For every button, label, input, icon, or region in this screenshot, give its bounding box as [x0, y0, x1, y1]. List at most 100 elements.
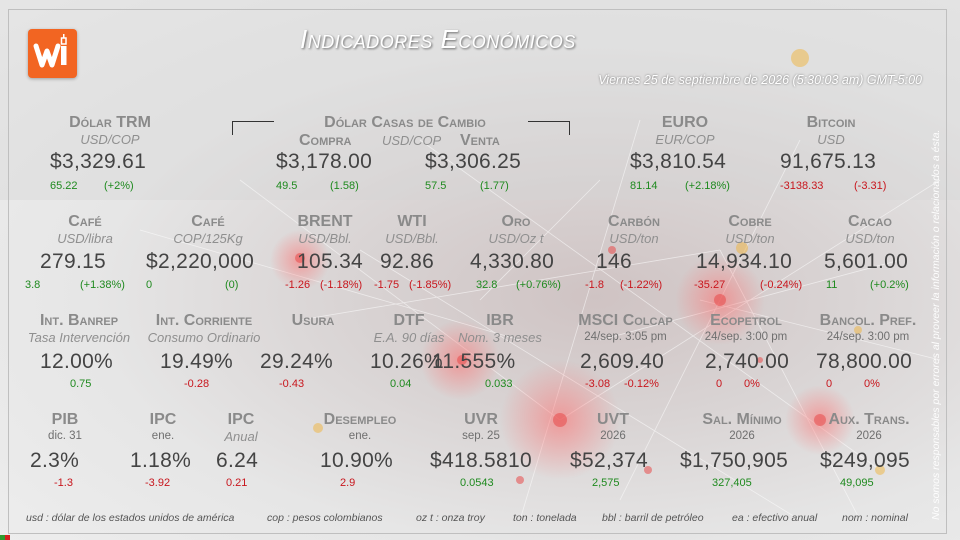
uvt-value: $52,374 — [570, 449, 649, 472]
dtf-label: DTF — [393, 312, 425, 329]
cafe-usd-unit: USD/libra — [57, 231, 113, 246]
uvr-header: UVR sep. 25 — [448, 411, 514, 443]
bancol-time: 24/sep. 3:00 pm — [826, 331, 910, 343]
corriente-value: 19.49% — [160, 350, 234, 373]
banrep-header: Int. Banrep Tasa Intervención — [24, 312, 134, 345]
euro-change: 81.14 — [630, 180, 658, 192]
compra-value: $3,178.00 — [276, 150, 373, 173]
footer-note-ozt: oz t : onza troy — [416, 512, 485, 524]
brent-change: -1.26 — [285, 279, 311, 291]
euro-unit: EUR/COP — [655, 132, 715, 147]
salmin-header: Sal. Mínimo 2026 — [684, 411, 800, 443]
wti-label: WTI — [397, 213, 427, 230]
cobre-pct: (-0.24%) — [760, 279, 803, 291]
ipc-change: -3.92 — [145, 477, 171, 489]
euro-label: EURO — [661, 114, 709, 131]
bancol-pct: 0% — [864, 378, 880, 390]
uvr-label: UVR — [464, 411, 498, 428]
panel-border — [8, 9, 947, 534]
desempleo-header: Desempleo ene. — [310, 411, 410, 443]
banrep-unit: Tasa Intervención — [27, 330, 131, 345]
oro-header: Oro USD/Oz t — [476, 213, 556, 246]
bitcoin-change: -3138.33 — [780, 180, 824, 192]
ipc-value: 1.18% — [130, 449, 192, 472]
wti-unit: USD/Bbl. — [385, 231, 439, 246]
pib-header: PIB dic. 31 — [40, 411, 90, 443]
carbon-unit: USD/ton — [609, 231, 659, 246]
desempleo-label: Desempleo — [323, 411, 397, 428]
usura-value: 29.24% — [260, 350, 334, 373]
desempleo-change: 2.9 — [340, 477, 356, 489]
brent-unit: USD/Bbl. — [298, 231, 352, 246]
brand-logo — [28, 29, 77, 78]
casas-label: Dólar Casas de Cambio — [324, 114, 486, 131]
dtf-value: 10.26% — [370, 350, 444, 373]
casas-bracket-right — [528, 121, 570, 135]
desempleo-period: ene. — [348, 430, 372, 442]
ibr-value: 11.555% — [432, 350, 516, 373]
banrep-label: Int. Banrep — [39, 312, 119, 329]
banrep-change: 0.75 — [70, 378, 92, 390]
cafe-usd-change: 3.8 — [25, 279, 41, 291]
trm-unit: USD/COP — [80, 132, 140, 147]
cacao-value: 5,601.00 — [824, 250, 909, 273]
page-title: Indicadores Económicos — [300, 24, 576, 54]
uvr-period: sep. 25 — [462, 430, 500, 442]
carbon-value: 146 — [596, 250, 632, 273]
trm-value: $3,329.61 — [50, 150, 147, 173]
corriente-change: -0.28 — [184, 378, 210, 390]
bitcoin-label: Bitcoin — [806, 114, 856, 131]
trm-header: Dólar TRM USD/COP — [55, 114, 165, 147]
casas-unit: USD/COP — [382, 133, 442, 148]
casas-bracket-left — [232, 121, 274, 135]
auxtrans-label: Aux. Trans. — [828, 411, 910, 428]
bitcoin-value: 91,675.13 — [780, 150, 877, 173]
ecopetrol-change: 0 — [716, 378, 723, 390]
cobre-label: Cobre — [728, 213, 772, 230]
cafe-usd-pct: (+1.38%) — [80, 279, 125, 291]
msci-label: MSCI Colcap — [578, 312, 673, 329]
bitcoin-pct: (-3.31) — [854, 180, 887, 192]
ecopetrol-value: 2,740.00 — [705, 350, 790, 373]
compra-change: 49.5 — [276, 180, 298, 192]
cafe-usd-label: Café — [68, 213, 102, 230]
auxtrans-value: $249,095 — [820, 449, 910, 472]
ipc-anual-value: 6.24 — [216, 449, 259, 472]
euro-header: EURO EUR/COP — [640, 114, 730, 147]
footer-note-ea: ea : efectivo anual — [732, 512, 818, 524]
uvt-period: 2026 — [600, 430, 626, 442]
venta-pct: (1.77) — [480, 180, 509, 192]
venta-value: $3,306.25 — [425, 150, 522, 173]
ipc-period: ene. — [151, 430, 175, 442]
pib-change: -1.3 — [54, 477, 73, 489]
cacao-change: 11 — [826, 279, 838, 291]
cobre-unit: USD/ton — [725, 231, 775, 246]
cafe-usd-value: 279.15 — [40, 250, 107, 273]
pib-period: dic. 31 — [48, 430, 82, 442]
ipc-anual-unit: Anual — [224, 429, 258, 444]
ibr-unit: Nom. 3 meses — [458, 330, 542, 345]
carbon-change: -1.8 — [585, 279, 604, 291]
brent-header: BRENT USD/Bbl. — [292, 213, 358, 246]
oro-value: 4,330.80 — [470, 250, 555, 273]
usura-header: Usura — [280, 312, 346, 330]
ipc-label: IPC — [149, 411, 177, 428]
footer-note-nom: nom : nominal — [842, 512, 908, 524]
cafe-cop-header: Café COP/125Kg — [158, 213, 258, 246]
footer-note-bbl: bbl : barril de petróleo — [602, 512, 704, 524]
wti-change: -1.75 — [374, 279, 400, 291]
cacao-unit: USD/ton — [845, 231, 895, 246]
dtf-unit: E.A. 90 días — [373, 330, 445, 345]
trm-pct: (+2%) — [104, 180, 134, 192]
euro-pct: (+2.18%) — [685, 180, 730, 192]
msci-header: MSCI Colcap 24/sep. 3:05 pm — [568, 312, 683, 344]
wti-header: WTI USD/Bbl. — [380, 213, 444, 246]
oro-unit: USD/Oz t — [488, 231, 544, 246]
compra-pct: (1.58) — [330, 180, 359, 192]
cacao-pct: (+0.2%) — [870, 279, 909, 291]
flag-stripe-red — [5, 535, 10, 540]
ipc-anual-label: IPC — [227, 411, 255, 428]
brent-label: BRENT — [297, 213, 353, 230]
